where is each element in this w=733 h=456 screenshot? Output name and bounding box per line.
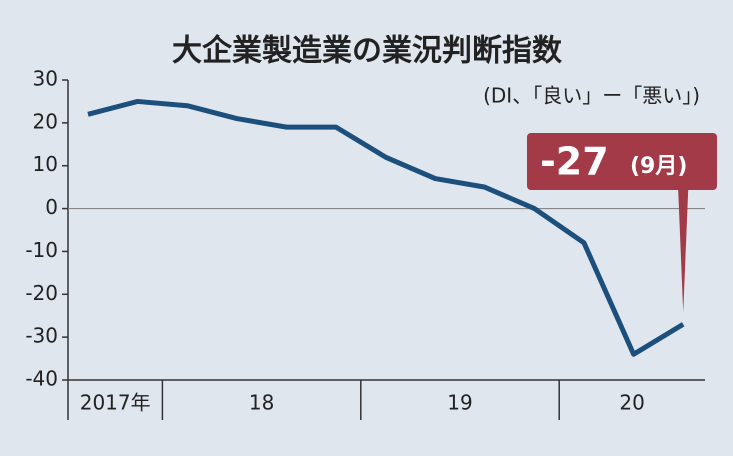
y-tick-label: -40 bbox=[25, 367, 58, 391]
x-group-label: 2017年 bbox=[80, 391, 151, 415]
y-tick-label: -10 bbox=[25, 238, 58, 262]
x-group-label: 18 bbox=[249, 391, 274, 415]
y-tick-label: 10 bbox=[33, 152, 58, 176]
y-tick-label: -30 bbox=[25, 324, 58, 348]
chart-subtitle: (DI、「良い」ー「悪い」) bbox=[483, 84, 700, 108]
chart-title: 大企業製造業の業況判断指数 bbox=[172, 34, 563, 69]
x-group-label: 20 bbox=[619, 391, 644, 415]
y-tick-label: -20 bbox=[25, 281, 58, 305]
annotation-note: (9月) bbox=[630, 154, 687, 179]
y-tick-label: 0 bbox=[45, 195, 58, 219]
annotation-value: -27 bbox=[540, 140, 609, 184]
y-tick-label: 20 bbox=[33, 109, 58, 133]
annotation-box bbox=[527, 133, 717, 190]
y-tick-label: 30 bbox=[33, 67, 58, 91]
annotation-pointer bbox=[678, 190, 689, 313]
x-group-label: 19 bbox=[447, 391, 472, 415]
data-line bbox=[87, 98, 685, 357]
